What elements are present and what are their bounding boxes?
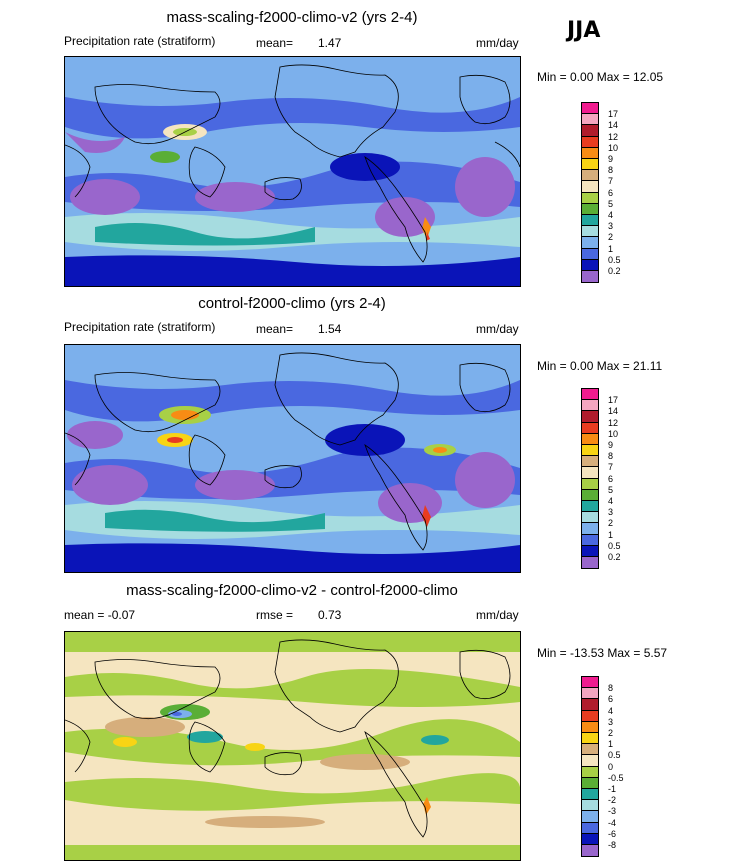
colorbar-tick-label: 17 bbox=[608, 109, 619, 120]
panel2-stat-label: mean= bbox=[256, 322, 294, 336]
colorbar-tick-label: -2 bbox=[608, 795, 617, 806]
panel1-colorbar: 17 14 12 10 9 8 7 6 5 4 3 2 1 0.5 0.2 bbox=[581, 102, 621, 284]
colorbar-tick-label: 10 bbox=[608, 428, 619, 439]
panel3-colorbar: 8 6 4 3 2 1 0.5 0 -0.5 -1 -2 -3 -4 -6 -8 bbox=[581, 676, 624, 858]
colorbar-tick-label: 12 bbox=[608, 131, 619, 142]
colorbar-tick-label: 7 bbox=[608, 462, 614, 473]
colorbar-tick-label: 7 bbox=[608, 176, 614, 187]
panel3-units: mm/day bbox=[476, 608, 519, 622]
colorbar-tick-label: 4 bbox=[608, 210, 614, 220]
colorbar-tick-label: 3 bbox=[608, 507, 614, 518]
panel2-variable-label: Precipitation rate (stratiform) bbox=[64, 320, 216, 334]
colorbar-tick-label: 0.2 bbox=[608, 552, 621, 562]
colorbar-tick-label: 6 bbox=[608, 694, 614, 705]
season-label: JJA bbox=[567, 18, 601, 43]
colorbar-tick-label: 1 bbox=[608, 529, 614, 540]
colorbar-tick-label: 2 bbox=[608, 232, 614, 243]
panel1-title: mass-scaling-f2000-climo-v2 (yrs 2-4) bbox=[166, 9, 418, 26]
colorbar-swatch bbox=[581, 270, 599, 284]
colorbar-tick-label: 6 bbox=[608, 187, 614, 198]
panel2-colorbar: 17 14 12 10 9 8 7 6 5 4 3 2 1 0.5 0.2 bbox=[581, 388, 621, 570]
colorbar-tick-label: 0.5 bbox=[608, 750, 621, 761]
colorbar-tick-label: 8 bbox=[608, 683, 614, 694]
colorbar-tick-label: 3 bbox=[608, 221, 614, 232]
panel1-units: mm/day bbox=[476, 36, 519, 50]
colorbar-tick-label: -3 bbox=[608, 806, 617, 817]
panel2-title: control-f2000-climo (yrs 2-4) bbox=[198, 295, 386, 312]
colorbar-tick-label: 8 bbox=[608, 451, 614, 462]
colorbar-tick-label: -8 bbox=[608, 840, 617, 850]
colorbar-tick-label: 17 bbox=[608, 395, 619, 406]
colorbar-tick-label: 0.5 bbox=[608, 254, 621, 265]
panel3-stat-value: 0.73 bbox=[318, 608, 342, 622]
colorbar-tick-label: -1 bbox=[608, 784, 617, 794]
panel2-map bbox=[64, 344, 521, 573]
panel3-map bbox=[64, 631, 521, 861]
colorbar-tick-label: 9 bbox=[608, 154, 614, 164]
panel3-mean-label: mean = -0.07 bbox=[64, 608, 136, 622]
colorbar-tick-label: 5 bbox=[608, 484, 614, 495]
colorbar-tick-label: 5 bbox=[608, 198, 614, 209]
colorbar-tick-label: 10 bbox=[608, 142, 619, 153]
colorbar-tick-label: 0 bbox=[608, 761, 614, 772]
panel2-minmax: Min = 0.00 Max = 21.11 bbox=[537, 359, 663, 373]
colorbar-tick-label: 4 bbox=[608, 496, 614, 506]
colorbar-tick-label: 3 bbox=[608, 716, 614, 727]
panel1-stat-value: 1.47 bbox=[318, 36, 342, 50]
colorbar-tick-label: 6 bbox=[608, 473, 614, 484]
panel1-map bbox=[64, 56, 521, 287]
colorbar-swatch bbox=[581, 556, 599, 570]
colorbar-tick-label: 0.2 bbox=[608, 266, 621, 276]
colorbar-tick-label: 9 bbox=[608, 440, 614, 450]
colorbar-tick-label: 14 bbox=[608, 120, 619, 131]
panel2-stat-value: 1.54 bbox=[318, 322, 342, 336]
colorbar-tick-label: 0.5 bbox=[608, 540, 621, 551]
panel3-minmax: Min = -13.53 Max = 5.57 bbox=[537, 646, 668, 660]
colorbar-tick-label: 4 bbox=[608, 705, 614, 716]
panel2-units: mm/day bbox=[476, 322, 519, 336]
colorbar-tick-label: 14 bbox=[608, 406, 619, 417]
colorbar-tick-label: -4 bbox=[608, 817, 617, 828]
colorbar-tick-label: 1 bbox=[608, 739, 614, 750]
colorbar-tick-label: -6 bbox=[608, 828, 617, 839]
colorbar-tick-label: 12 bbox=[608, 417, 619, 428]
colorbar-tick-label: -0.5 bbox=[608, 772, 624, 783]
panel3-stat-label: rmse = bbox=[256, 608, 294, 622]
colorbar-swatch bbox=[581, 844, 599, 858]
panel3-title: mass-scaling-f2000-climo-v2 - control-f2… bbox=[126, 582, 458, 599]
panel1-variable-label: Precipitation rate (stratiform) bbox=[64, 34, 216, 48]
colorbar-tick-label: 2 bbox=[608, 518, 614, 529]
colorbar-tick-label: 1 bbox=[608, 243, 614, 254]
panel1-minmax: Min = 0.00 Max = 12.05 bbox=[537, 70, 664, 84]
panel1-stat-label: mean= bbox=[256, 36, 294, 50]
colorbar-tick-label: 2 bbox=[608, 728, 614, 738]
colorbar-tick-label: 8 bbox=[608, 165, 614, 176]
